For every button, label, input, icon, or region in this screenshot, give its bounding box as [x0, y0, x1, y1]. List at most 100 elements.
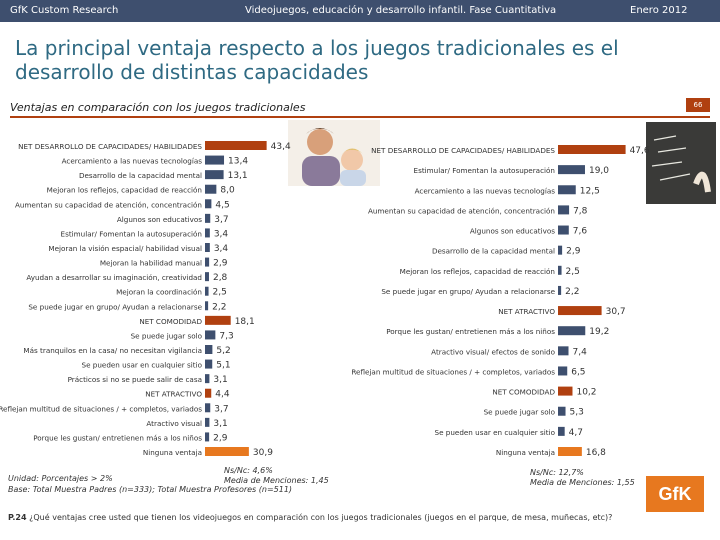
category-label-1-11: Reflejan multitud de situaciones / + com… — [351, 367, 555, 376]
value-label-1-14: 4,7 — [569, 428, 583, 438]
bar-0-8 — [205, 257, 210, 267]
category-label-1-13: Se puede jugar solo — [484, 408, 555, 417]
value-label-0-0: 43,4 — [271, 142, 291, 152]
header-study: Videojuegos, educación y desarrollo infa… — [245, 5, 557, 16]
question-code: P.24 — [8, 513, 27, 522]
page-title: La principal ventaja respecto a los jueg… — [15, 36, 619, 84]
category-label-0-11: Se puede jugar en grupo/ Ayudan a relaci… — [28, 302, 202, 311]
bar-1-4 — [558, 225, 569, 235]
value-label-0-12: 18,1 — [235, 317, 255, 327]
bar-0-21 — [205, 447, 249, 456]
value-label-0-19: 3,1 — [213, 419, 227, 429]
category-label-0-14: Más tranquilos en la casa/ no necesitan … — [23, 346, 202, 355]
page-number: 66 — [686, 98, 710, 112]
category-label-0-9: Ayudan a desarrollar su imaginación, cre… — [26, 273, 202, 282]
bar-0-11 — [205, 301, 209, 311]
category-label-0-12: NET COMODIDAD — [139, 317, 202, 326]
value-label-1-15: 16,8 — [586, 448, 606, 458]
bar-1-9 — [558, 326, 586, 336]
value-label-1-12: 10,2 — [576, 388, 596, 398]
bar-1-13 — [558, 406, 566, 416]
chart-profesores: NET DESARROLLO DE CAPACIDADES/ HABILIDAD… — [351, 145, 650, 458]
value-label-0-9: 2,8 — [213, 273, 228, 283]
parent-child-photo — [288, 120, 380, 186]
chart-padres: NET DESARROLLO DE CAPACIDADES/ HABILIDAD… — [0, 141, 291, 458]
bar-0-0 — [205, 141, 267, 150]
category-label-0-7: Mejoran la visión espacial/ habilidad vi… — [48, 244, 202, 253]
bar-1-0 — [558, 145, 626, 154]
header-company: GfK Custom Research — [10, 5, 119, 16]
ns-note-padres: Ns/Nc: 4,6% Media de Menciones: 1,45 — [224, 466, 329, 486]
category-label-0-5: Algunos son educativos — [117, 215, 202, 224]
bar-0-15 — [205, 359, 213, 369]
bar-1-1 — [558, 165, 585, 175]
category-label-1-12: NET COMODIDAD — [492, 388, 555, 397]
value-label-1-4: 7,6 — [573, 227, 588, 237]
bar-0-1 — [205, 155, 225, 165]
base-note: Base: Total Muestra Padres (n=333); Tota… — [8, 485, 293, 494]
category-label-0-21: Ninguna ventaja — [143, 448, 202, 457]
category-label-0-1: Acercamiento a las nuevas tecnologías — [62, 157, 203, 166]
bar-0-9 — [205, 272, 209, 282]
ns-padres: Ns/Nc: 4,6% — [224, 466, 273, 475]
value-label-1-11: 6,5 — [571, 367, 585, 377]
bar-1-14 — [558, 426, 565, 436]
category-label-1-4: Algunos son educativos — [470, 227, 555, 236]
bar-0-18 — [205, 403, 211, 413]
bar-0-12 — [205, 315, 231, 325]
category-label-1-3: Aumentan su capacidad de atención, conce… — [368, 206, 555, 215]
bar-1-12 — [558, 386, 573, 396]
value-label-0-2: 13,1 — [228, 171, 248, 181]
bar-0-13 — [205, 330, 216, 340]
bar-0-20 — [205, 432, 210, 442]
bar-1-7 — [558, 285, 562, 295]
bar-0-7 — [205, 243, 210, 252]
value-label-0-4: 4,5 — [215, 200, 229, 210]
value-label-0-17: 4,4 — [215, 390, 230, 400]
bar-0-5 — [205, 213, 211, 223]
header-bar: GfK Custom Research Videojuegos, educaci… — [0, 0, 720, 22]
category-label-0-17: NET ATRACTIVO — [145, 390, 202, 399]
value-label-1-9: 19,2 — [589, 327, 609, 337]
category-label-1-10: Atractivo visual/ efectos de sonido — [431, 347, 555, 356]
unit-label: Unidad: Porcentajes — [8, 474, 89, 483]
value-label-1-3: 7,8 — [573, 206, 588, 216]
bar-0-4 — [205, 199, 212, 209]
category-label-1-9: Porque les gustan/ entretienen más a los… — [386, 327, 555, 336]
bar-0-3 — [205, 184, 217, 194]
category-label-0-18: Reflejan multitud de situaciones / + com… — [0, 404, 202, 413]
mentions-profesores: Media de Menciones: 1,55 — [530, 478, 635, 487]
value-label-1-6: 2,5 — [566, 267, 580, 277]
section-bar: Ventajas en comparación con los juegos t… — [10, 98, 710, 118]
category-label-1-7: Se puede jugar en grupo/ Ayudan a relaci… — [381, 287, 555, 296]
category-label-0-19: Atractivo visual — [146, 419, 202, 428]
category-label-1-2: Acercamiento a las nuevas tecnologías — [415, 186, 556, 195]
value-label-0-1: 13,4 — [228, 157, 248, 167]
bar-1-2 — [558, 185, 576, 195]
category-label-0-13: Se puede jugar solo — [131, 331, 202, 340]
category-label-0-8: Mejoran la habilidad manual — [100, 259, 202, 268]
category-label-1-15: Ninguna ventaja — [496, 448, 555, 457]
category-label-1-1: Estimular/ Fomentan la autosuperación — [414, 166, 555, 175]
bar-1-5 — [558, 245, 563, 255]
value-label-1-1: 19,0 — [589, 166, 609, 176]
bar-1-3 — [558, 205, 570, 215]
footnotes: Unidad: Porcentajes > 2% Base: Total Mue… — [8, 473, 292, 495]
category-label-0-15: Se pueden usar en cualquier sitio — [82, 361, 202, 370]
category-label-0-4: Aumentan su capacidad de atención, conce… — [15, 200, 202, 209]
value-label-0-20: 2,9 — [213, 433, 228, 443]
gfk-logo: GfK — [646, 476, 704, 512]
category-label-0-10: Mejoran la coordinación — [116, 288, 202, 297]
category-label-1-5: Desarrollo de la capacidad mental — [432, 247, 555, 256]
question-text: P.24 ¿Qué ventajas cree usted que tienen… — [8, 513, 612, 522]
bar-0-19 — [205, 417, 210, 427]
value-label-0-21: 30,9 — [253, 448, 273, 458]
value-label-1-5: 2,9 — [566, 247, 581, 257]
chalkboard-photo — [646, 122, 716, 204]
category-label-0-20: Porque les gustan/ entretienen más a los… — [33, 433, 202, 442]
value-label-0-18: 3,7 — [214, 404, 228, 414]
bar-1-8 — [558, 306, 602, 316]
unit-note: Unidad: Porcentajes > 2% — [8, 473, 292, 484]
bar-0-2 — [205, 170, 224, 180]
